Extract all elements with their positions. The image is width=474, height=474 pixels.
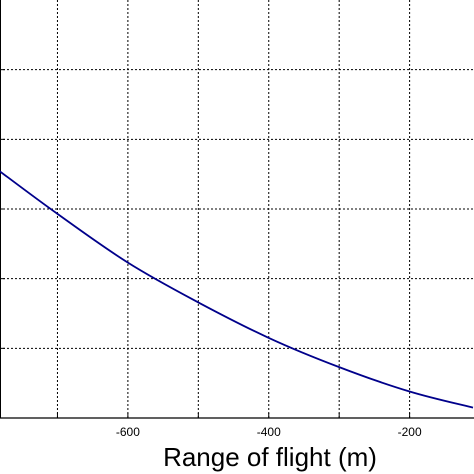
x-axis-title: Range of flight (m) [163,442,377,472]
x-tick-label: -200 [398,425,422,439]
x-tick-label: -600 [116,425,140,439]
grid-lines [0,0,473,418]
tick-labels: -600 -400 -200 [116,425,422,439]
series-line [0,170,474,409]
x-tick-label: -400 [257,425,281,439]
axes [0,0,474,419]
series-layer [0,170,474,409]
